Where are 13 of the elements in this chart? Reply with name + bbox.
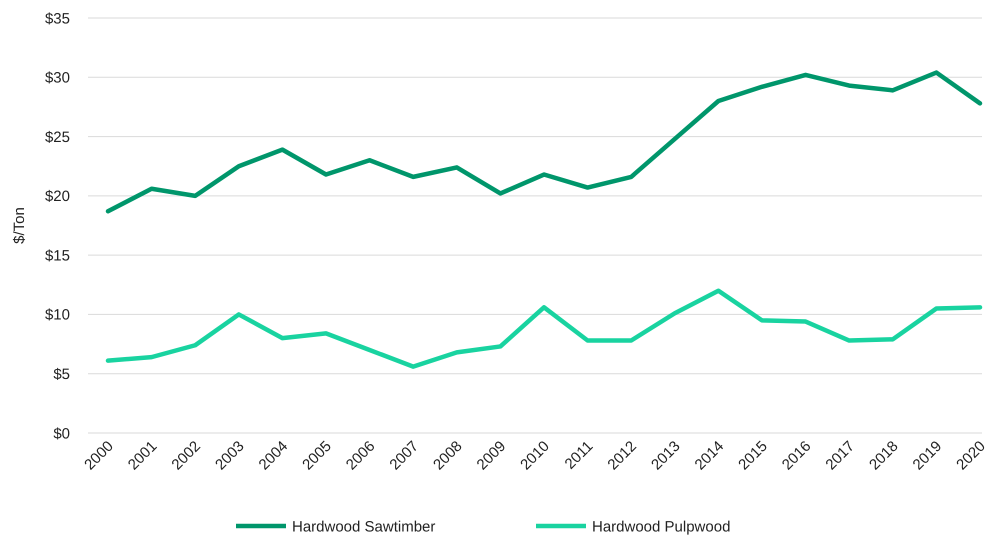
y-tick-label: $35: [44, 10, 70, 28]
legend-label: Hardwood Pulpwood: [592, 518, 730, 536]
y-tick-label: $30: [44, 70, 70, 87]
legend-label: Hardwood Sawtimber: [292, 518, 436, 536]
y-tick-label: $20: [44, 188, 70, 206]
line-series: [106, 288, 982, 369]
y-tick-label: $0: [53, 425, 70, 442]
y-tick-label: $25: [44, 128, 70, 146]
y-tick-label: $10: [44, 306, 70, 324]
y-tick-label: $5: [53, 366, 70, 383]
y-tick-label: $15: [44, 247, 70, 264]
y-axis-title: $/Ton: [11, 207, 28, 244]
line-series: [106, 70, 982, 214]
